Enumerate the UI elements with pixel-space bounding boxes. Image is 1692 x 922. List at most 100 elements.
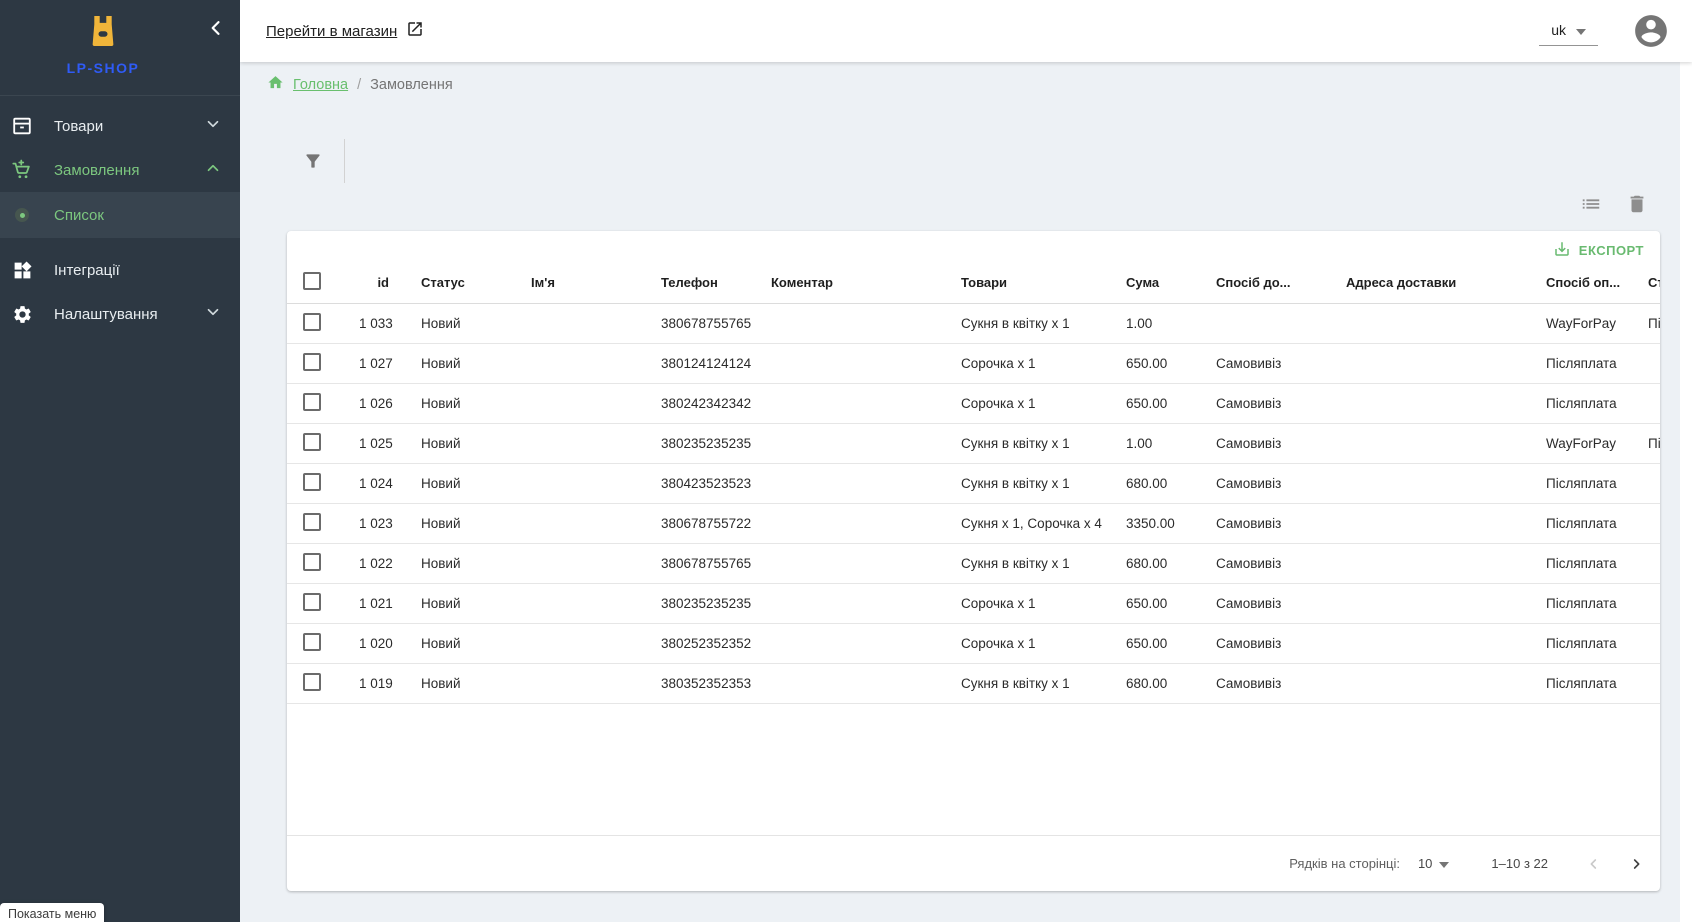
cell-address [1330, 343, 1530, 384]
cell-payment: Післяплата [1530, 503, 1632, 544]
cell-comment [755, 383, 945, 424]
breadcrumb: Головна / Замовлення [240, 62, 1692, 107]
list-actions [287, 189, 1660, 219]
logo[interactable]: LP-SHOP [0, 13, 206, 76]
row-checkbox[interactable] [303, 352, 321, 371]
cell-id: 1 027 [343, 343, 405, 384]
cell-id: 1 019 [343, 663, 405, 704]
column-header-comment[interactable]: Коментар [755, 263, 945, 304]
sidebar-item-label: Інтеграції [54, 261, 120, 279]
row-checkbox[interactable] [303, 432, 321, 451]
table-row[interactable]: 1 022 Новий 380678755765 Сукня в квітку … [287, 543, 1660, 584]
column-header-id[interactable]: id [343, 263, 405, 304]
cell-name [515, 463, 645, 504]
cell-delivery: Самовивіз [1200, 623, 1330, 664]
column-header-goods[interactable]: Товари [945, 263, 1110, 304]
column-header-paystatus[interactable]: Ст [1632, 263, 1660, 304]
sidebar-item-settings[interactable]: Налаштування [0, 292, 240, 336]
column-header-phone[interactable]: Телефон [645, 263, 755, 304]
cell-goods: Сукня в квітку x 1 [945, 303, 1110, 344]
cell-name [515, 583, 645, 624]
cell-comment [755, 303, 945, 344]
sidebar-item-orders[interactable]: Замовлення [0, 148, 240, 192]
cell-phone: 380352352353 [645, 663, 755, 704]
cell-id: 1 025 [343, 423, 405, 464]
download-icon [1553, 240, 1571, 261]
column-header-sum[interactable]: Сума [1110, 263, 1200, 304]
table-row[interactable]: 1 020 Новий 380252352352 Сорочка x 1 650… [287, 623, 1660, 664]
cell-status: Новий [405, 623, 515, 664]
language-select[interactable]: uk [1539, 16, 1598, 46]
orders-table: id Статус Ім'я Телефон Коментар Товари С… [287, 263, 1660, 704]
breadcrumb-home-link[interactable]: Головна [293, 76, 349, 93]
widgets-icon [10, 260, 34, 281]
sidebar-item-label: Замовлення [54, 161, 140, 179]
row-checkbox[interactable] [303, 392, 321, 411]
caret-down-icon [1576, 22, 1586, 38]
filter-bar [287, 139, 1660, 183]
table-row[interactable]: 1 025 Новий 380235235235 Сукня в квітку … [287, 423, 1660, 464]
cell-goods: Сукня в квітку x 1 [945, 423, 1110, 464]
cell-sum: 650.00 [1110, 383, 1200, 424]
sidebar: LP-SHOP Товари Замовлення [0, 0, 240, 922]
cell-paystatus: Пі [1632, 423, 1660, 464]
sidebar-item-integrations[interactable]: Інтеграції [0, 248, 240, 292]
sidebar-item-orders-list[interactable]: Список [0, 192, 240, 238]
export-button[interactable]: ЕКСПОРТ [1553, 240, 1644, 261]
table-row[interactable]: 1 027 Новий 380124124124 Сорочка x 1 650… [287, 343, 1660, 384]
cell-delivery: Самовивіз [1200, 503, 1330, 544]
columns-list-icon[interactable] [1580, 193, 1602, 215]
cell-phone: 380423523523 [645, 463, 755, 504]
cell-address [1330, 383, 1530, 424]
cell-sum: 1.00 [1110, 423, 1200, 464]
cell-paystatus [1632, 503, 1660, 544]
table-row[interactable]: 1 033 Новий 380678755765 Сукня в квітку … [287, 303, 1660, 344]
row-checkbox[interactable] [303, 512, 321, 531]
table-row[interactable]: 1 019 Новий 380352352353 Сукня в квітку … [287, 663, 1660, 704]
row-checkbox[interactable] [303, 632, 321, 651]
row-checkbox[interactable] [303, 312, 321, 331]
cell-sum: 650.00 [1110, 583, 1200, 624]
row-checkbox[interactable] [303, 472, 321, 491]
select-all-checkbox[interactable] [303, 272, 321, 291]
cell-comment [755, 623, 945, 664]
table-row[interactable]: 1 024 Новий 380423523523 Сукня в квітку … [287, 463, 1660, 504]
cell-name [515, 503, 645, 544]
cell-address [1330, 303, 1530, 344]
rows-per-page-select[interactable]: 10 [1418, 856, 1450, 871]
column-header-name[interactable]: Ім'я [515, 263, 645, 304]
collapse-sidebar-icon[interactable] [206, 18, 226, 43]
cell-goods: Сорочка x 1 [945, 343, 1110, 384]
filter-funnel-icon[interactable] [303, 151, 323, 171]
cell-payment: WayForPay [1530, 303, 1632, 344]
cell-paystatus [1632, 583, 1660, 624]
trash-icon[interactable] [1626, 193, 1648, 215]
column-header-payment[interactable]: Спосіб оп... [1530, 263, 1632, 304]
table-row[interactable]: 1 021 Новий 380235235235 Сорочка x 1 650… [287, 583, 1660, 624]
column-header-delivery[interactable]: Спосіб до... [1200, 263, 1330, 304]
content: ЕКСПОРТ id Статус Ім'я [240, 107, 1692, 922]
sidebar-item-products[interactable]: Товари [0, 104, 240, 148]
cell-delivery: Самовивіз [1200, 583, 1330, 624]
go-to-store-link[interactable]: Перейти в магазин [266, 20, 424, 42]
cell-address [1330, 543, 1530, 584]
cell-address [1330, 503, 1530, 544]
window-scrollbar-track[interactable] [1680, 0, 1692, 922]
column-header-status[interactable]: Статус [405, 263, 515, 304]
row-checkbox[interactable] [303, 592, 321, 611]
row-checkbox[interactable] [303, 672, 321, 691]
next-page-icon[interactable] [1628, 856, 1644, 872]
cell-sum: 3350.00 [1110, 503, 1200, 544]
rows-per-page-label: Рядків на сторінці: [1289, 856, 1400, 871]
table-row[interactable]: 1 023 Новий 380678755722 Сукня x 1, Соро… [287, 503, 1660, 544]
user-avatar-icon[interactable] [1632, 12, 1670, 50]
cell-name [515, 543, 645, 584]
column-header-address[interactable]: Адреса доставки [1330, 263, 1530, 304]
row-checkbox[interactable] [303, 552, 321, 571]
cart-plus-icon [10, 159, 34, 181]
table-row[interactable]: 1 026 Новий 380242342342 Сорочка x 1 650… [287, 383, 1660, 424]
cell-address [1330, 423, 1530, 464]
cell-payment: Післяплата [1530, 623, 1632, 664]
cell-phone: 380252352352 [645, 623, 755, 664]
